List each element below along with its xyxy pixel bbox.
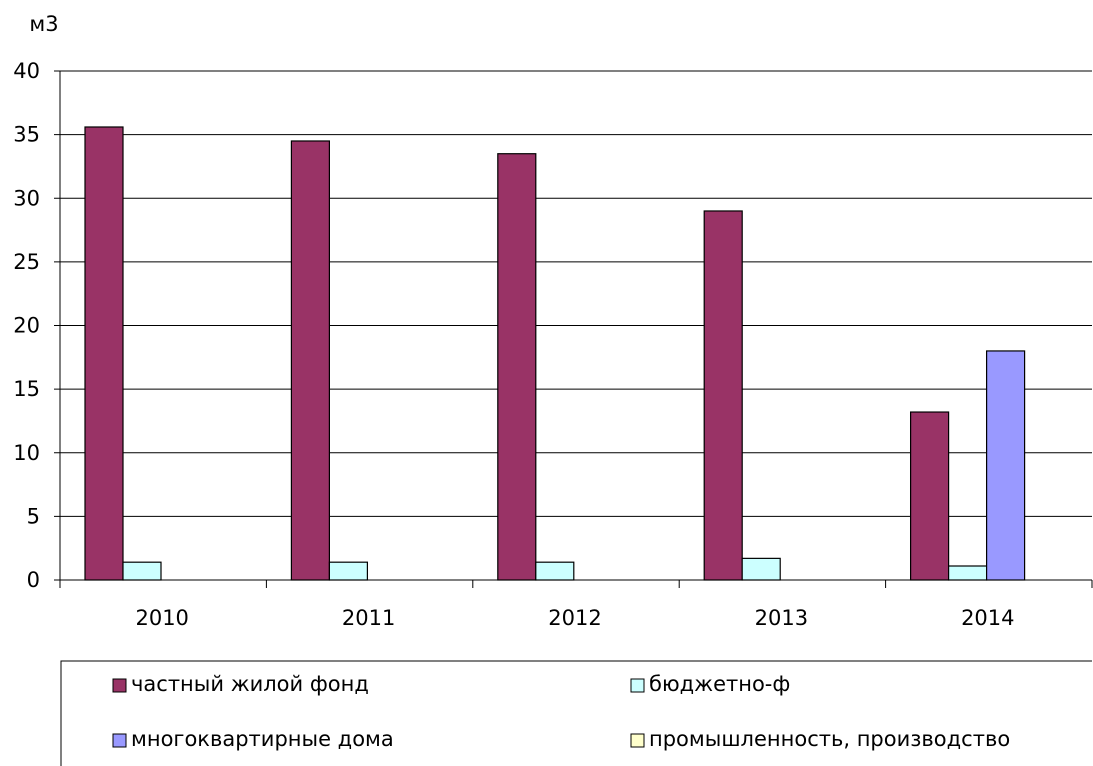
x-tick-label: 2010 (135, 606, 188, 630)
legend-frame (60, 660, 1092, 766)
x-tick-label: 2013 (755, 606, 808, 630)
y-tick-label: 10 (13, 441, 40, 465)
y-tick-label: 30 (13, 186, 40, 210)
legend-label: бюджетно-ф (649, 672, 790, 696)
y-tick-label: 5 (27, 504, 40, 528)
y-tick-label: 35 (13, 123, 40, 147)
bar-2013-s0 (703, 210, 743, 581)
y-tick-label: 25 (13, 250, 40, 274)
gridlines (60, 70, 1092, 517)
x-tick-labels: 2010 2011 2012 2013 2014 (135, 606, 1014, 630)
legend-label: частный жилой фонд (131, 672, 369, 696)
bar-2012-s1 (535, 561, 575, 581)
bar-2014-s2 (985, 350, 1026, 581)
y-tick-label: 15 (13, 377, 40, 401)
legend: частный жилой фонд бюджетно-ф многоквартир… (60, 660, 1092, 766)
y-tick-label: 0 (27, 568, 40, 592)
bar-2014-s0 (909, 411, 950, 581)
legend-swatch (112, 678, 127, 693)
y-tick-labels: 0 5 10 15 20 25 30 35 40 (13, 59, 40, 592)
x-tick-label: 2012 (548, 606, 601, 630)
x-tick-label: 2011 (342, 606, 395, 630)
legend-swatch (630, 733, 645, 748)
x-tick-label: 2014 (961, 606, 1014, 630)
y-tick-label: 20 (13, 314, 40, 338)
legend-swatch (112, 733, 127, 748)
axes (54, 70, 1093, 588)
bar-2014-s1 (947, 565, 988, 581)
y-tick-label: 40 (13, 59, 40, 83)
y-unit-label: м3 (29, 12, 58, 36)
bar-2011-s0 (290, 140, 330, 581)
bar-2013-s1 (741, 557, 781, 581)
legend-label: многоквартирные дома (131, 727, 394, 751)
bar-2010-s0 (84, 126, 124, 581)
bar-2012-s0 (497, 153, 537, 581)
legend-label: промышленность, производство (649, 727, 1010, 751)
bars (84, 126, 1026, 581)
bar-2011-s1 (328, 561, 368, 581)
bar-2010-s1 (122, 561, 162, 581)
legend-swatch (630, 678, 645, 693)
